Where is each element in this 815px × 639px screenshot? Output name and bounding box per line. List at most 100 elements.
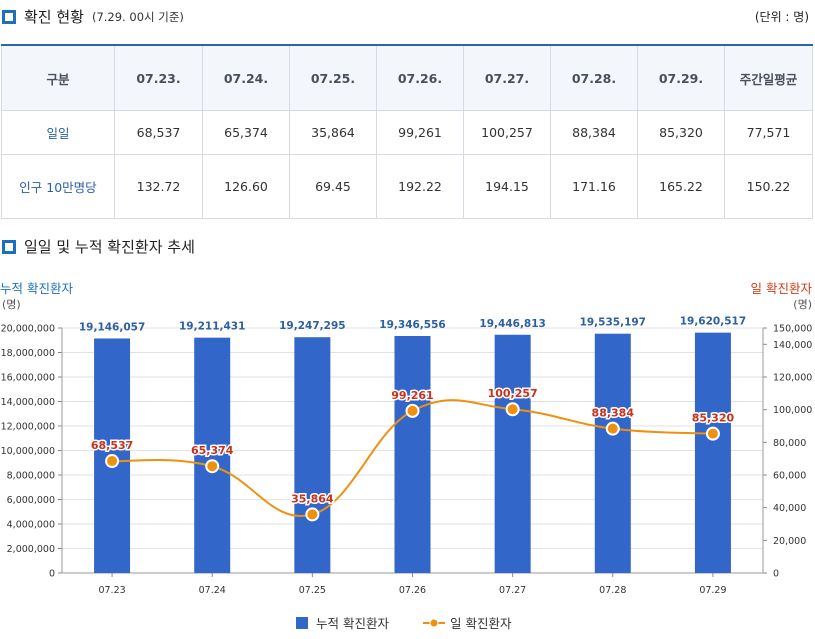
table-cell: 85,320 [637, 110, 725, 155]
x-tick-label: 07.25 [299, 585, 326, 596]
table-header-row: 구분 07.23. 07.24. 07.25. 07.26. 07.27. 07… [1, 44, 813, 111]
bar-value-label: 19,346,556 [379, 319, 445, 331]
table-header-cell: 07.28. [550, 44, 638, 111]
chart-title: 일일 및 누적 확진환자 추세 [24, 238, 195, 256]
right-tick-label: 80,000 [773, 438, 806, 449]
chart-section-title: 일일 및 누적 확진환자 추세 [2, 236, 195, 257]
table-cell: 171.16 [550, 154, 638, 219]
right-tick-label: 140,000 [773, 340, 812, 351]
table-cell: 77,571 [724, 110, 813, 155]
bar [394, 336, 431, 573]
bar [494, 334, 531, 573]
left-tick-label: 4,000,000 [7, 520, 55, 531]
table-row: 일일 68,537 65,374 35,864 99,261 100,257 8… [1, 110, 813, 155]
left-tick-label: 0 [49, 569, 55, 580]
table-cell: 194.15 [463, 154, 551, 219]
table-row-label: 일일 [1, 110, 115, 155]
table-header-cell: 07.24. [202, 44, 290, 111]
table-header-cell: 07.23. [114, 44, 203, 111]
table-cell: 35,864 [289, 110, 377, 155]
legend-bar-label: 누적 확진환자 [316, 616, 389, 631]
table-cell: 88,384 [550, 110, 638, 155]
table-cell: 165.22 [637, 154, 725, 219]
status-subtitle: (7.29. 00시 기준) [91, 9, 184, 24]
line-point [605, 421, 620, 436]
x-tick-label: 07.23 [98, 585, 125, 596]
bar-value-label: 19,446,813 [479, 318, 545, 330]
table-cell: 150.22 [724, 154, 813, 219]
bar [694, 332, 731, 573]
x-tick-label: 07.26 [399, 585, 426, 596]
left-tick-label: 12,000,000 [1, 422, 55, 433]
line-value-label: 100,257 [488, 387, 538, 400]
bar [294, 337, 331, 573]
square-bullet-icon [2, 9, 16, 24]
left-tick-label: 18,000,000 [1, 348, 55, 359]
left-axis-title: 누적 확진환자 [0, 281, 73, 296]
status-table: 구분 07.23. 07.24. 07.25. 07.26. 07.27. 07… [1, 44, 813, 219]
x-tick-label: 07.27 [499, 585, 526, 596]
left-tick-label: 14,000,000 [1, 397, 55, 408]
line-point [305, 507, 320, 522]
x-tick-label: 07.24 [199, 585, 226, 596]
right-tick-label: 120,000 [773, 373, 812, 384]
legend-bar-swatch [296, 617, 308, 629]
table-header-cell: 07.29. [637, 44, 725, 111]
table-row-label: 인구 10만명당 [1, 154, 115, 219]
table-cell: 69.45 [289, 154, 377, 219]
line-value-label: 85,320 [692, 412, 735, 425]
right-tick-label: 40,000 [773, 503, 806, 514]
left-tick-label: 20,000,000 [1, 324, 55, 335]
x-tick-label: 07.29 [699, 585, 726, 596]
right-tick-label: 100,000 [773, 405, 812, 416]
bar-value-label: 19,620,517 [680, 316, 746, 328]
line-value-label: 99,261 [391, 389, 433, 402]
line-value-label: 65,374 [191, 444, 234, 457]
table-cell: 99,261 [376, 110, 464, 155]
bar [194, 337, 231, 573]
legend-line-label: 일 확진환자 [450, 616, 512, 631]
left-tick-label: 16,000,000 [1, 373, 55, 384]
table-header-cell: 07.27. [463, 44, 551, 111]
bar-value-label: 19,211,431 [179, 321, 245, 333]
square-bullet-icon [2, 239, 16, 254]
x-tick-label: 07.28 [599, 585, 626, 596]
line-point [405, 403, 420, 418]
bar-value-label: 19,535,197 [580, 317, 646, 329]
legend-line-marker [429, 618, 439, 628]
table-header-cell: 07.25. [289, 44, 377, 111]
right-tick-label: 0 [773, 569, 779, 580]
table-cell: 126.60 [202, 154, 290, 219]
trend-chart: 누적 확진환자 (명) 일 확진환자 (명) 0 2,000,000 4,000,000 6,… [0, 281, 813, 631]
right-axis-title: 일 확진환자 [751, 281, 813, 296]
bar-value-label: 19,247,295 [279, 320, 345, 332]
table-cell: 65,374 [202, 110, 290, 155]
line-point [705, 426, 720, 441]
line-point [105, 454, 120, 469]
status-section-title: 확진 현황 (7.29. 00시 기준) [2, 6, 184, 27]
unit-label: (단위 : 명) [754, 10, 809, 24]
table-cell: 100,257 [463, 110, 551, 155]
table-header-cell: 07.26. [376, 44, 464, 111]
table-cell: 132.72 [114, 154, 203, 219]
table-header-cell: 주간일평균 [724, 44, 813, 111]
left-tick-label: 8,000,000 [7, 471, 55, 482]
line-value-label: 68,537 [91, 439, 133, 452]
table-cell: 68,537 [114, 110, 203, 155]
right-tick-label: 20,000 [773, 536, 806, 547]
table-row: 인구 10만명당 132.72 126.60 69.45 192.22 194.… [1, 154, 813, 219]
left-tick-label: 2,000,000 [7, 544, 55, 555]
left-axis-unit: (명) [2, 298, 21, 311]
bar-value-label: 19,146,057 [79, 321, 145, 333]
left-tick-label: 6,000,000 [7, 495, 55, 506]
left-tick-label: 10,000,000 [1, 446, 55, 457]
bar [594, 333, 631, 573]
table-header-cell: 구분 [1, 44, 115, 111]
right-tick-label: 150,000 [773, 324, 812, 335]
right-axis-unit: (명) [793, 298, 812, 311]
table-cell: 192.22 [376, 154, 464, 219]
right-tick-label: 60,000 [773, 471, 806, 482]
line-value-label: 35,864 [291, 492, 334, 505]
line-value-label: 88,384 [592, 407, 635, 420]
line-point [505, 402, 520, 417]
